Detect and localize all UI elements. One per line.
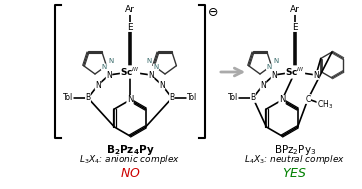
Text: Ar: Ar [125,5,135,15]
Text: $L_3X_4$: anionic complex: $L_3X_4$: anionic complex [79,153,181,166]
Text: N: N [148,70,154,80]
Text: B: B [85,94,90,102]
Text: ⊖: ⊖ [208,5,219,19]
Text: Sc$^{III}$: Sc$^{III}$ [285,66,305,78]
Text: N: N [260,81,266,90]
Text: C: C [306,94,311,104]
Text: B: B [169,94,174,102]
Text: N: N [159,81,165,90]
Text: N: N [101,64,107,70]
Text: N: N [146,58,152,64]
Text: $\mathit{NO}$: $\mathit{NO}$ [120,167,140,180]
Text: E: E [292,22,298,32]
Text: N: N [108,58,114,64]
Text: N: N [271,70,277,80]
Text: Tol: Tol [187,94,197,102]
Text: $\mathrm{BPz_2Py_3}$: $\mathrm{BPz_2Py_3}$ [274,143,316,157]
Text: CH$_3$: CH$_3$ [317,99,333,111]
Text: $L_4X_3$: neutral complex: $L_4X_3$: neutral complex [244,153,345,166]
Text: N: N [106,70,112,80]
Text: Tol: Tol [63,94,73,102]
Text: N: N [313,70,319,80]
Text: N: N [127,95,133,105]
Text: N: N [153,64,159,70]
Text: Ar: Ar [290,5,300,15]
Text: N: N [95,81,101,90]
Text: N: N [273,58,279,64]
Text: N: N [266,64,272,70]
Text: N: N [279,95,285,105]
Text: E: E [127,22,133,32]
Text: Tol: Tol [228,94,238,102]
Text: B: B [251,94,256,102]
Text: $\mathit{YES}$: $\mathit{YES}$ [282,167,308,180]
Text: $\mathbf{B_2Pz_4Py}$: $\mathbf{B_2Pz_4Py}$ [106,143,154,157]
Text: Sc$^{III}$: Sc$^{III}$ [120,66,140,78]
